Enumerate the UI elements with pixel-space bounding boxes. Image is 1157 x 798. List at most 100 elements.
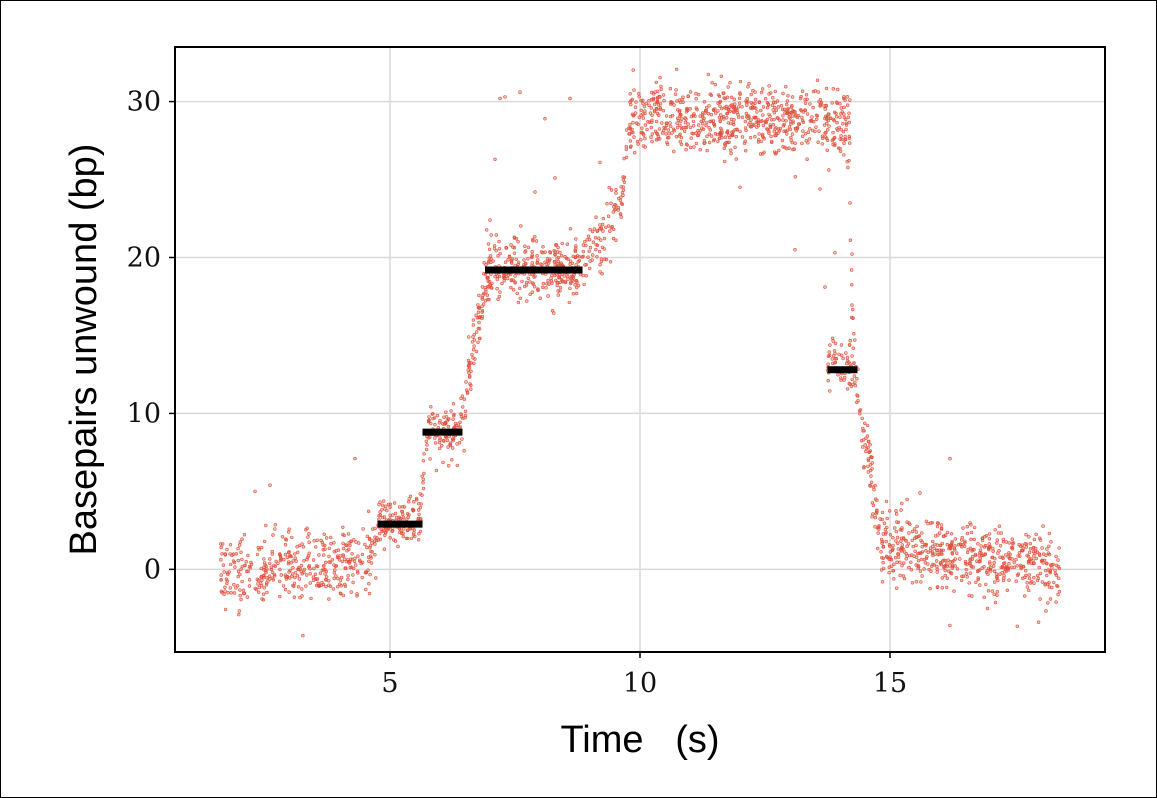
data-point [723,96,727,101]
data-point [588,245,593,250]
data-point [881,532,885,536]
data-point [824,121,829,126]
data-point [749,92,753,97]
data-point [702,100,707,104]
data-point [645,127,649,132]
data-point [866,457,870,461]
data-point [755,110,759,114]
data-point [670,113,675,118]
data-point [899,548,903,552]
data-point [370,538,374,543]
data-point [704,120,709,125]
data-point [847,120,851,125]
data-point [976,576,980,580]
data-point [259,581,263,585]
data-point [422,471,426,476]
data-point [759,139,763,144]
data-point [858,408,863,412]
data-point [824,114,828,119]
data-point [708,92,712,96]
data-point [512,251,517,255]
data-point [968,557,973,561]
data-point [311,558,316,562]
data-point [888,544,892,548]
data-point [378,500,382,504]
data-point [351,573,355,577]
data-point [492,244,497,248]
data-point [849,283,854,287]
data-point [987,546,991,551]
data-point [408,494,413,498]
data-point [833,143,837,148]
data-point [896,555,901,559]
data-point [1005,588,1009,592]
data-point [963,540,967,545]
data-point [647,120,652,124]
data-point [465,390,470,394]
data-point [504,246,508,250]
data-point [644,101,648,106]
data-point [893,555,898,560]
data-point [958,557,962,561]
data-point [772,110,776,115]
data-point [530,249,534,254]
data-point [581,249,585,254]
data-point [774,108,779,112]
data-point [781,145,785,149]
data-point [808,119,812,123]
data-point [665,121,669,125]
data-point [842,105,846,110]
data-point [889,557,894,562]
data-point [388,536,392,540]
data-point [246,553,250,558]
data-point [649,106,653,110]
data-point [1015,564,1019,568]
data-point [667,132,671,136]
data-point [717,136,722,141]
data-point [772,105,777,110]
data-point [476,326,480,331]
data-point [452,413,456,418]
data-point [763,96,768,101]
data-point [995,575,999,579]
data-point [732,97,736,101]
data-point [380,508,384,512]
data-point [841,129,846,134]
data-point [450,458,454,462]
data-point [978,559,982,563]
data-point [652,108,657,113]
data-point [684,117,688,121]
data-point [496,297,500,301]
data-point [546,294,550,298]
data-point [292,584,296,588]
data-point [594,247,598,252]
data-point [698,129,702,133]
data-point [408,527,413,531]
data-point [624,144,628,149]
data-point [358,558,362,562]
data-point [353,456,357,461]
data-point [668,124,673,129]
data-point [256,582,260,586]
data-point [582,282,586,287]
data-point [474,349,479,354]
data-point [1040,580,1045,584]
data-point [264,582,269,587]
data-point [974,580,978,584]
data-point [515,291,519,296]
data-point [219,542,223,546]
data-point [451,446,455,450]
data-point [446,417,451,421]
data-point [236,546,240,551]
data-point [844,127,848,132]
data-point [238,540,242,544]
data-point [306,535,310,539]
data-point [380,515,385,520]
data-point [648,111,653,115]
data-point [738,185,742,190]
data-point [733,128,737,132]
data-point [571,276,576,280]
data-point [346,574,350,578]
data-point [805,97,809,102]
data-point [831,339,835,343]
